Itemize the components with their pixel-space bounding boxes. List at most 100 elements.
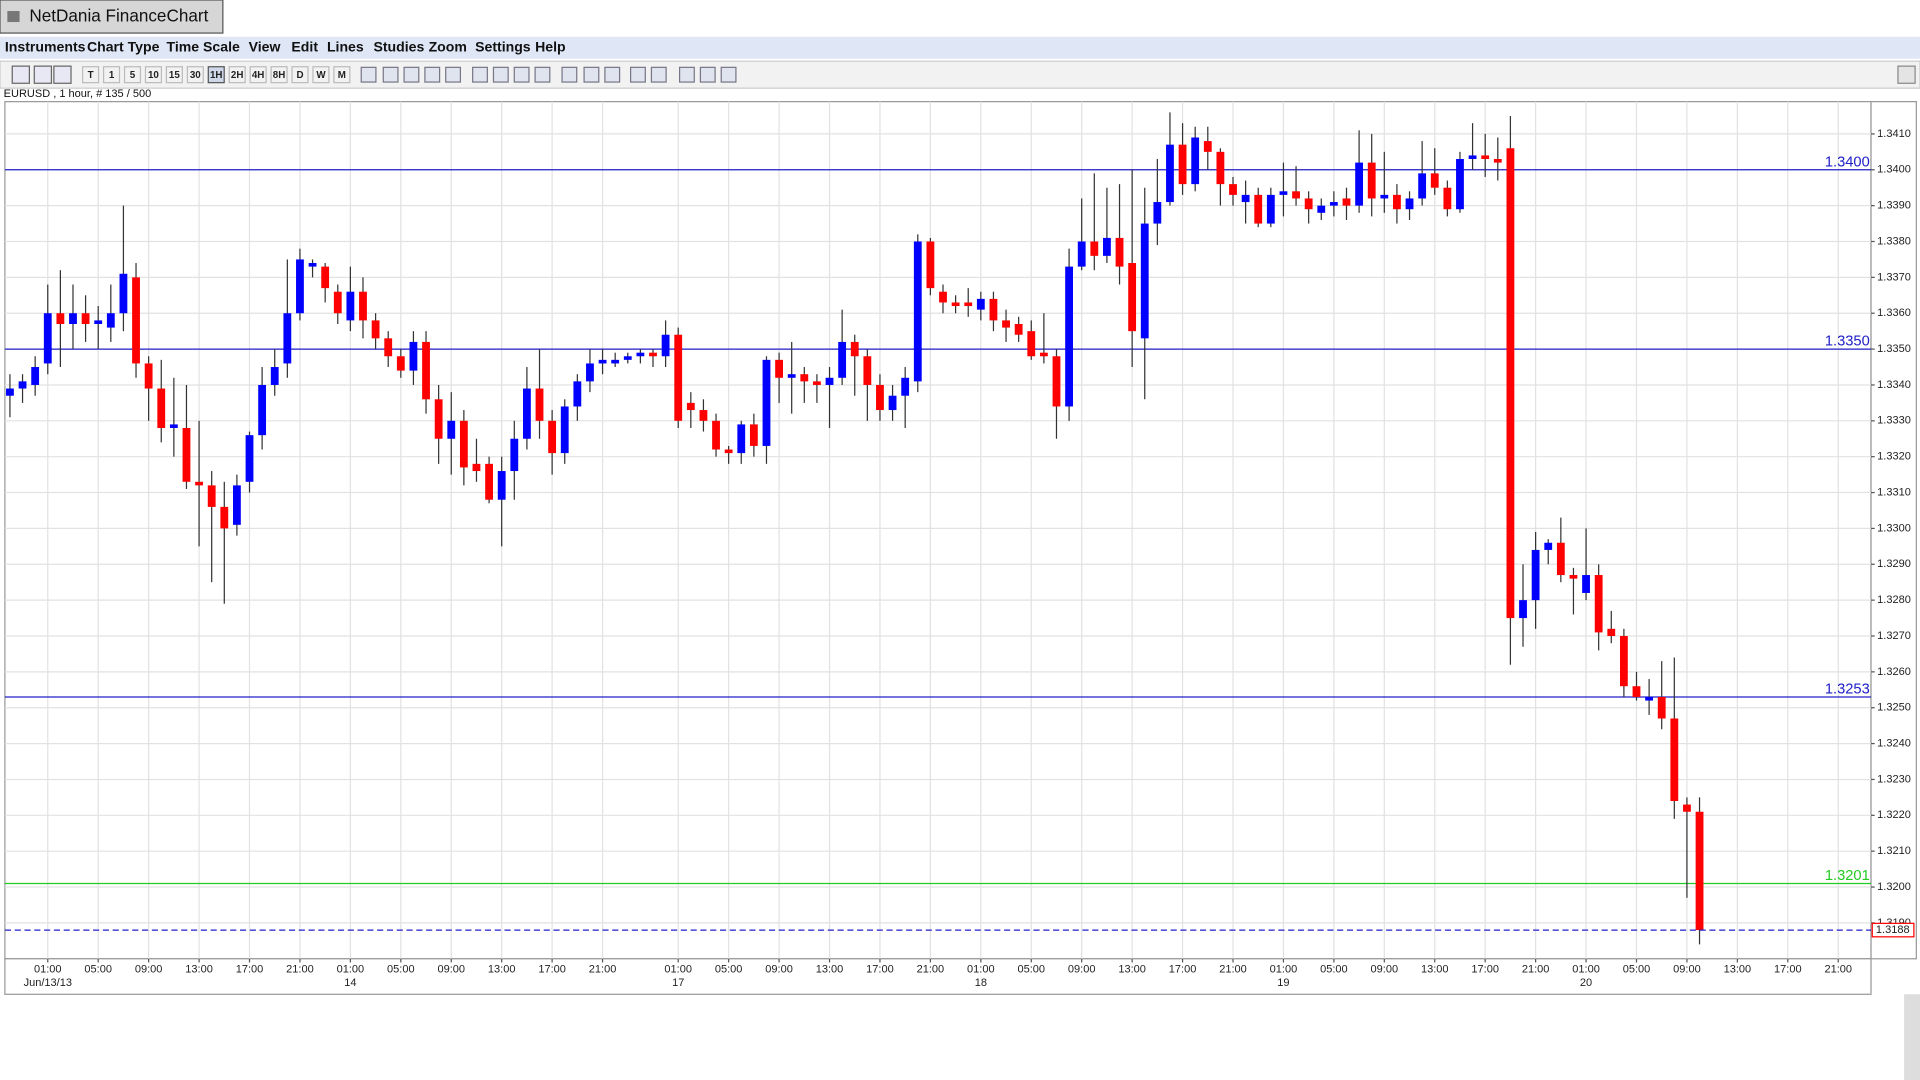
candle-body — [1153, 202, 1162, 224]
candle-body — [472, 463, 481, 472]
timescale-label[interactable]: T — [88, 70, 94, 81]
timescale-label[interactable]: 2H — [231, 70, 244, 81]
menu-item[interactable]: Lines — [327, 38, 364, 54]
timescale-label[interactable]: M — [338, 70, 346, 81]
plot-area — [4, 101, 1872, 960]
y-tick-label: 1.3330 — [1877, 415, 1911, 427]
candle-body — [1355, 162, 1364, 206]
y-tick-label: 1.3350 — [1877, 343, 1911, 355]
candle-body — [1052, 356, 1061, 407]
timescale-label[interactable]: 5 — [130, 70, 136, 81]
tool-icon[interactable] — [382, 66, 399, 83]
tool-icon[interactable] — [33, 65, 53, 84]
tool-icon[interactable] — [403, 66, 420, 83]
x-tick-label: 01:00 — [34, 964, 62, 976]
timescale-label[interactable]: 8H — [273, 70, 286, 81]
timescale-button[interactable] — [207, 66, 225, 84]
tool-icon[interactable] — [583, 66, 600, 83]
tool-icon[interactable] — [678, 66, 695, 83]
candle-body — [1191, 137, 1200, 185]
tool-icon[interactable] — [11, 65, 30, 84]
toolbar-pin[interactable] — [1897, 65, 1916, 84]
candle-body — [1468, 155, 1477, 160]
tool-icon[interactable] — [630, 66, 646, 83]
candle-body — [308, 263, 317, 267]
menu-item[interactable]: Zoom — [429, 38, 467, 54]
tool-icon[interactable] — [534, 66, 551, 83]
timescale-label[interactable]: 1H — [210, 70, 223, 81]
timescale-button[interactable] — [144, 66, 163, 84]
candle-body — [1481, 155, 1490, 160]
candle-body — [611, 359, 620, 364]
timescale-button[interactable] — [291, 66, 309, 84]
tool-icon[interactable] — [360, 66, 377, 83]
tool-icon[interactable] — [53, 65, 72, 84]
y-tick-label: 1.3260 — [1877, 666, 1911, 678]
candle-body — [144, 363, 153, 389]
x-tick-label: 13:00 — [1118, 964, 1146, 976]
timescale-button[interactable] — [102, 66, 121, 84]
candle-body — [686, 402, 695, 411]
x-tick-label: 01:00 — [967, 964, 995, 976]
menu-item[interactable]: Edit — [291, 38, 318, 54]
candle-body — [913, 241, 922, 382]
x-tick-label: 13:00 — [816, 964, 844, 976]
tool-icon[interactable] — [513, 66, 530, 83]
timescale-label[interactable]: 4H — [252, 70, 265, 81]
menu-item[interactable]: View — [249, 38, 281, 54]
timescale-button[interactable] — [312, 66, 330, 84]
menu-item[interactable]: Help — [535, 38, 566, 54]
menu-item[interactable]: Settings — [475, 38, 531, 54]
candle-body — [850, 341, 859, 357]
y-tick-label: 1.3280 — [1877, 594, 1911, 606]
tool-icon[interactable] — [561, 66, 578, 83]
menu-item[interactable]: Chart Type — [87, 38, 160, 54]
candle-body — [1241, 194, 1250, 203]
candle-body — [1178, 144, 1187, 185]
candle-body — [775, 359, 783, 378]
menu-item[interactable]: Studies — [373, 38, 424, 54]
timescale-button[interactable] — [82, 66, 100, 84]
timescale-button[interactable] — [165, 66, 183, 84]
tool-icon[interactable] — [445, 66, 462, 83]
candle-body — [94, 320, 103, 324]
timescale-button[interactable] — [186, 66, 204, 84]
timescale-button[interactable] — [270, 66, 288, 84]
timescale-button[interactable] — [123, 66, 142, 84]
timescale-button[interactable] — [333, 66, 351, 84]
x-tick-label: 01:00 — [337, 964, 365, 976]
menu-item[interactable]: Instruments — [5, 38, 86, 54]
candle-body — [346, 291, 355, 321]
timescale-button[interactable] — [249, 66, 267, 84]
tool-icon[interactable] — [424, 66, 441, 83]
tool-icon[interactable] — [604, 66, 621, 83]
timescale-label[interactable]: 30 — [190, 70, 201, 81]
tool-icon[interactable] — [699, 66, 716, 83]
title-tab — [0, 0, 224, 34]
date-label: 17 — [672, 977, 684, 989]
date-label: 19 — [1277, 977, 1289, 989]
x-tick-label: 13:00 — [1421, 964, 1449, 976]
timescale-button[interactable] — [228, 66, 246, 84]
candle-body — [384, 338, 393, 357]
candle-body — [535, 388, 544, 421]
x-tick-label: 09:00 — [437, 964, 465, 976]
level-label: 1.3253 — [1825, 681, 1870, 697]
timescale-label[interactable]: 10 — [148, 70, 159, 81]
menu-item[interactable]: Time Scale — [167, 38, 240, 54]
tool-icon[interactable] — [472, 66, 488, 83]
tool-icon[interactable] — [492, 66, 509, 83]
timescale-label[interactable]: D — [296, 70, 303, 81]
x-tick-label: 21:00 — [1522, 964, 1550, 976]
timescale-label[interactable]: 15 — [169, 70, 180, 81]
level-label: 1.3350 — [1825, 334, 1870, 350]
candle-body — [1456, 159, 1464, 210]
timescale-label[interactable]: 1 — [109, 70, 115, 81]
timescale-label[interactable]: W — [316, 70, 326, 81]
candle-body — [232, 485, 241, 525]
tool-icon[interactable] — [650, 66, 667, 83]
candle-body — [1266, 194, 1275, 224]
candle-body — [1380, 194, 1389, 199]
tool-icon[interactable] — [720, 66, 737, 83]
app-title: NetDania FinanceChart — [29, 6, 208, 26]
